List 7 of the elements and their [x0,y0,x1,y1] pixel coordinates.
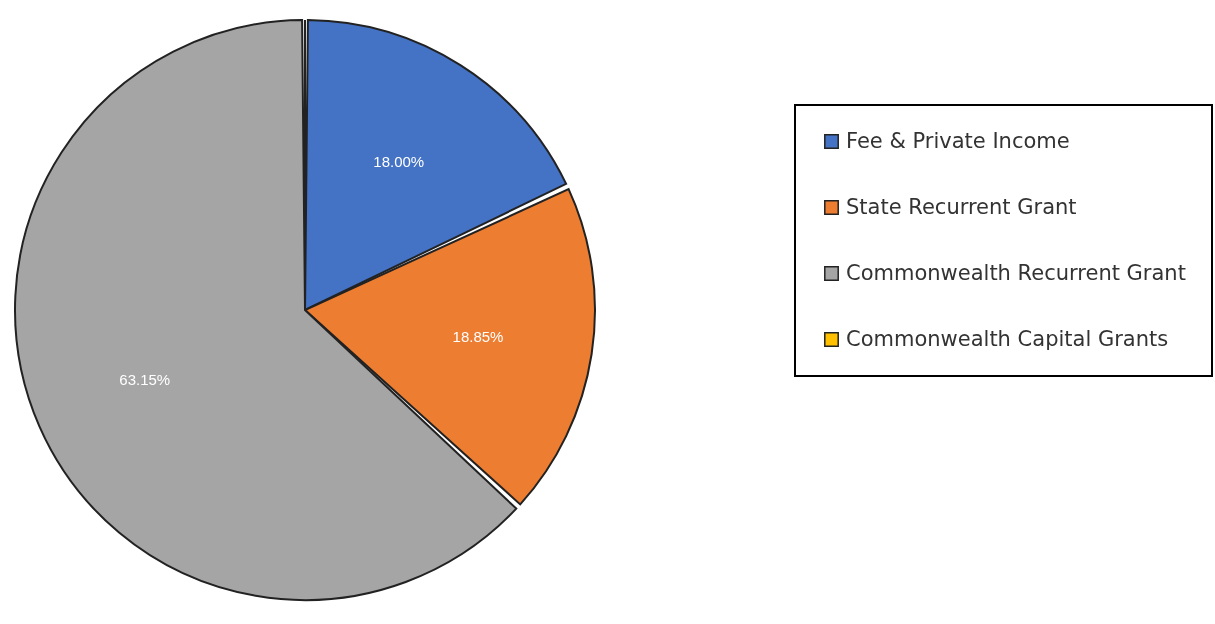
legend-label: Commonwealth Recurrent Grant [846,260,1186,285]
legend-label: State Recurrent Grant [846,194,1077,219]
legend-label: Fee & Private Income [846,128,1070,153]
legend-label: Commonwealth Capital Grants [846,326,1169,351]
data-label: 18.85% [452,327,504,345]
data-label: 18.00% [373,153,425,171]
data-label: 63.15% [119,371,171,389]
